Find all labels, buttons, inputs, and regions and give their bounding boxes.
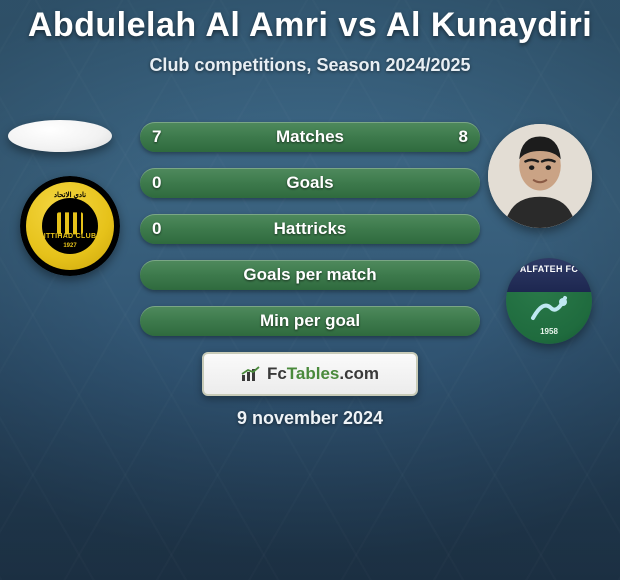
club-left-stripes-icon — [57, 212, 83, 234]
brand-part-c: .com — [339, 364, 379, 383]
brand-card: FcTables.com — [202, 352, 418, 396]
stat-left-value: 0 — [152, 219, 161, 239]
stat-left-value: 0 — [152, 173, 161, 193]
club-right-swoosh-icon — [529, 294, 569, 324]
footer-date: 9 november 2024 — [0, 408, 620, 429]
page-title: Abdulelah Al Amri vs Al Kunaydiri — [0, 0, 620, 45]
stats-container: 7 Matches 8 0 Goals 0 Hattricks Goals pe… — [140, 122, 480, 352]
stat-label: Hattricks — [274, 219, 347, 239]
brand-part-a: Fc — [267, 364, 287, 383]
page-subtitle: Club competitions, Season 2024/2025 — [0, 55, 620, 76]
stat-label: Min per goal — [260, 311, 360, 331]
club-right-year: 1958 — [506, 327, 592, 336]
stat-row-mpg: Min per goal — [140, 306, 480, 336]
stat-left-value: 7 — [152, 127, 161, 147]
player-right-avatar — [488, 124, 592, 228]
club-left-year: 1927 — [42, 243, 98, 249]
stat-row-matches: 7 Matches 8 — [140, 122, 480, 152]
stat-label: Goals — [286, 173, 333, 193]
stat-row-hattricks: 0 Hattricks — [140, 214, 480, 244]
club-left-badge: نادي الاتحاد ITTIHAD CLUB 1927 — [20, 176, 120, 276]
stat-label: Matches — [276, 127, 344, 147]
stat-row-goals: 0 Goals — [140, 168, 480, 198]
stat-row-gpm: Goals per match — [140, 260, 480, 290]
club-left-name: ITTIHAD CLUB — [42, 233, 98, 240]
stat-right-value: 8 — [459, 127, 468, 147]
barchart-icon — [241, 366, 261, 382]
brand-part-b: Tables — [287, 364, 340, 383]
brand-text: FcTables.com — [267, 364, 379, 384]
content-root: Abdulelah Al Amri vs Al Kunaydiri Club c… — [0, 0, 620, 580]
club-right-name: ALFATEH FC — [506, 264, 592, 274]
player-left-avatar — [8, 120, 112, 152]
player-silhouette-icon — [488, 124, 592, 228]
stat-label: Goals per match — [243, 265, 376, 285]
club-right-badge: ALFATEH FC 1958 — [506, 258, 592, 344]
